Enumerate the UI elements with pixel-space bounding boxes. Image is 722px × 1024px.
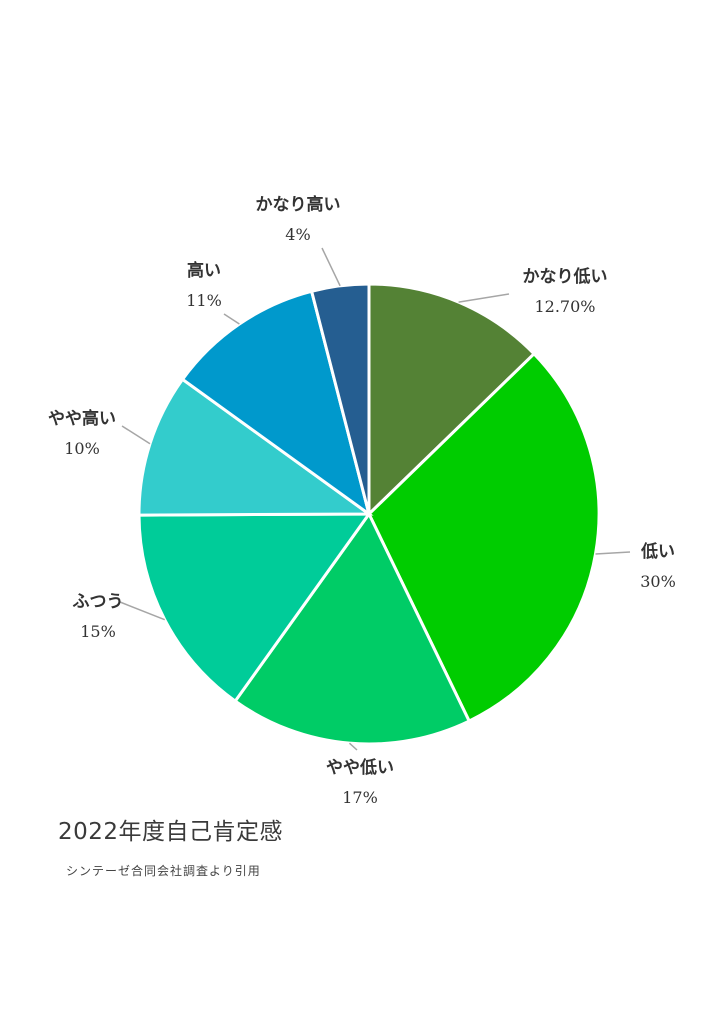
slice-value-label: 4% xyxy=(285,225,310,244)
slice-value-label: 12.70% xyxy=(534,297,595,316)
slice-category-label: 低い xyxy=(640,541,675,562)
leader-line xyxy=(223,313,240,325)
pie-slice xyxy=(309,282,371,515)
slice-labels: かなり低い 12.70% 低い 30% やや低い 17% ふつう 15% やや高い 10% 高い 11… xyxy=(48,194,676,807)
slice-category-label: かなり高い xyxy=(256,194,341,215)
leader-line xyxy=(321,247,341,287)
pie-slices xyxy=(137,282,601,746)
slice-category-label: やや低い xyxy=(326,757,394,778)
slice-category-label: ふつう xyxy=(73,592,124,612)
slice-category-label: 高い xyxy=(187,260,221,281)
slice-category-label: かなり低い xyxy=(523,266,608,287)
chart-source-note: シンテーゼ合同会社調査より引用 xyxy=(66,864,261,878)
pie-slice xyxy=(367,351,601,724)
pie-slice xyxy=(180,289,372,518)
leader-lines xyxy=(119,247,631,751)
pie-slice xyxy=(233,511,472,746)
leader-line xyxy=(595,551,631,555)
slice-value-label: 11% xyxy=(186,291,222,310)
leader-line xyxy=(458,293,510,303)
slice-value-label: 30% xyxy=(640,572,676,591)
slice-value-label: 10% xyxy=(64,439,100,458)
pie-slice xyxy=(367,282,537,518)
pie-slice xyxy=(137,377,374,517)
leader-line xyxy=(348,742,358,751)
leader-line xyxy=(119,601,165,621)
slice-value-label: 17% xyxy=(342,788,378,807)
slice-category-label: やや高い xyxy=(48,408,116,429)
chart-title: 2022年度自己肯定感 xyxy=(58,819,284,845)
slice-value-label: 15% xyxy=(80,622,116,641)
leader-line xyxy=(121,425,151,445)
